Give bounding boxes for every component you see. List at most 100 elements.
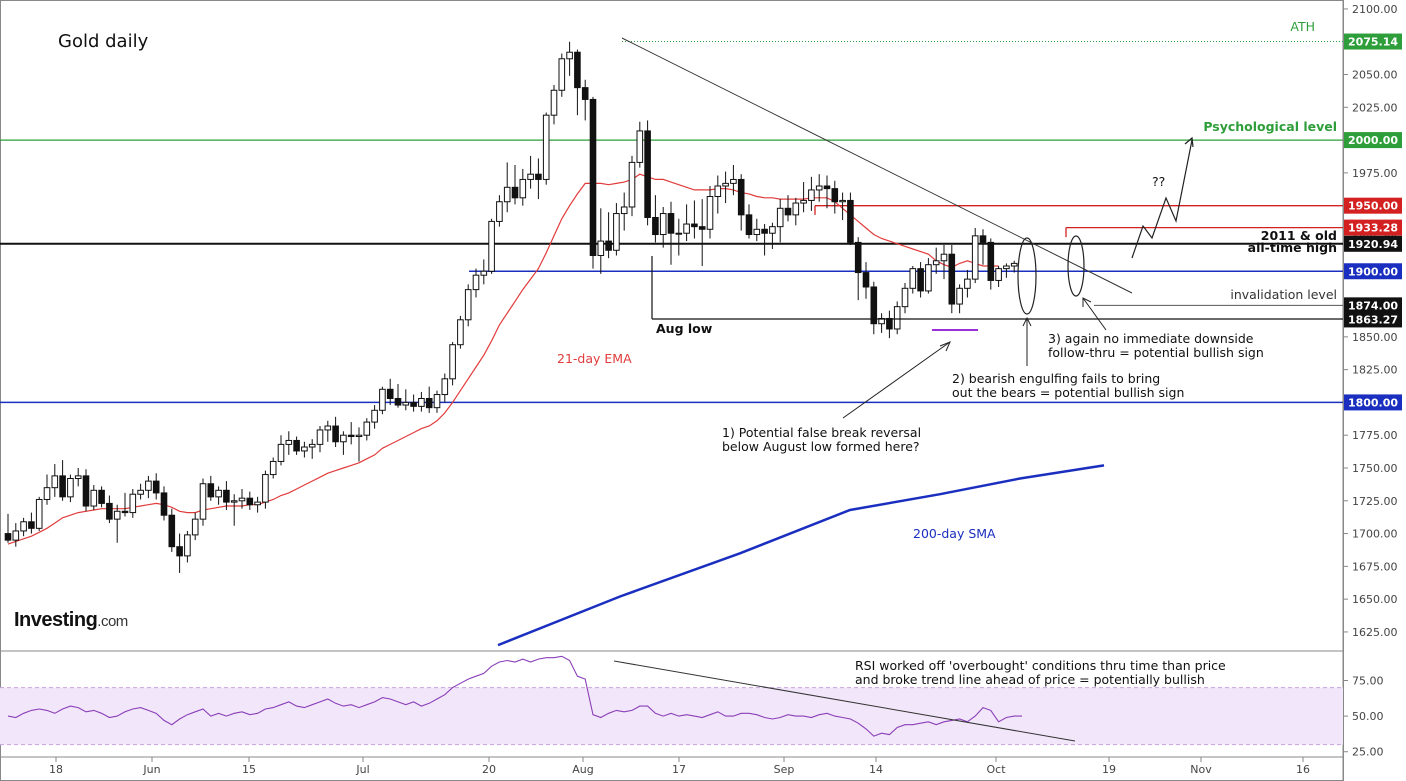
x-tick-label: Jun	[142, 763, 160, 776]
candle	[35, 496, 43, 531]
candle	[636, 121, 644, 168]
candle	[332, 416, 339, 448]
candle-body-down	[28, 521, 35, 529]
candle	[301, 441, 308, 458]
candle-body-down	[425, 397, 433, 409]
price-badge-text: 1933.28	[1348, 222, 1398, 235]
candle-body-down	[223, 489, 230, 503]
candle-body-up	[464, 289, 472, 321]
candle-body-down	[581, 87, 589, 100]
candle-body-up	[542, 114, 550, 180]
candle-body-down	[691, 223, 698, 228]
y-tick-label: 1850.00	[1352, 331, 1398, 344]
candle	[12, 523, 20, 547]
candle	[691, 200, 698, 239]
note3-line2: follow-thru = potential bullish sign	[1048, 345, 1264, 360]
candle	[113, 504, 121, 543]
candle-body-up	[730, 178, 737, 184]
candle	[293, 436, 300, 455]
candle	[347, 422, 355, 445]
candle-body-up	[628, 161, 636, 208]
candle	[386, 378, 394, 406]
candle-body-up	[995, 268, 1002, 281]
candle	[737, 174, 745, 231]
candle	[223, 481, 230, 510]
candle-body-up	[636, 130, 644, 163]
candle-body-down	[745, 214, 753, 236]
y-tick-label: 2100.00	[1352, 3, 1398, 16]
candle	[1010, 260, 1018, 273]
candle-body-up	[769, 226, 776, 234]
rsi-tick-label: 75.00	[1352, 674, 1384, 687]
candle-body-down	[979, 235, 987, 243]
candle-body-up	[940, 253, 948, 262]
candle-body-up	[1003, 265, 1010, 270]
price-badge-text: 2075.14	[1348, 36, 1398, 49]
candle-body-up	[215, 489, 222, 498]
candle	[238, 488, 246, 509]
note2-line2: out the bears = potential bullish sign	[952, 385, 1184, 400]
price-badge-bg	[1344, 394, 1402, 411]
candle-body-up	[675, 232, 683, 235]
candle-body-up	[67, 477, 74, 498]
candle	[464, 284, 472, 327]
candle-body-down	[737, 178, 745, 216]
candle	[246, 491, 254, 510]
candle	[43, 474, 51, 505]
candle-body-up	[379, 388, 386, 411]
candle	[59, 460, 66, 501]
candle-body-down	[644, 130, 651, 218]
candle	[106, 495, 113, 524]
candle-body-up	[340, 434, 347, 443]
note1-line2: below August low formed here?	[722, 439, 920, 454]
price-badge-text: 2000.00	[1348, 134, 1398, 147]
candle	[74, 467, 82, 487]
candle-body-up	[269, 460, 277, 476]
candle	[878, 313, 885, 333]
y-tick-label: 1750.00	[1352, 462, 1398, 475]
candle-body-up	[550, 89, 558, 116]
candle-body-down	[667, 213, 675, 234]
candle-body-down	[698, 226, 706, 230]
candle	[769, 222, 776, 249]
candle-body-up	[800, 199, 807, 204]
candle-body-up	[792, 202, 800, 216]
rsi-trend-line	[613, 660, 1076, 742]
price-badge-bg	[1344, 235, 1402, 252]
candle-body-up	[457, 319, 464, 346]
candle-body-up	[472, 274, 480, 291]
candle	[956, 284, 963, 314]
candle	[316, 426, 324, 453]
candle	[776, 199, 784, 243]
price-badge-bg	[1344, 297, 1402, 314]
candle-body-down	[823, 185, 831, 190]
candle	[730, 165, 737, 196]
candle	[870, 281, 878, 335]
candle	[121, 492, 129, 517]
candle-body-down	[98, 489, 105, 504]
candle-body-down	[106, 502, 113, 520]
price-badge: 1874.00	[1344, 297, 1402, 314]
candle	[675, 218, 683, 256]
candle	[644, 120, 651, 226]
price-badge-text: 1874.00	[1348, 299, 1398, 312]
y-tick-label: 1625.00	[1352, 626, 1398, 639]
rsi-band	[0, 687, 1343, 745]
price-badge-text: 1950.00	[1348, 200, 1398, 213]
candle-body-up	[402, 401, 410, 406]
candle-body-down	[121, 510, 129, 514]
price-badge-text: 1800.00	[1348, 396, 1398, 409]
candle	[987, 238, 995, 290]
candle	[425, 386, 433, 413]
candle	[847, 192, 854, 246]
candle-body-up	[488, 220, 495, 272]
candle-body-up	[815, 185, 823, 191]
investing-logo: Investing.com	[14, 609, 128, 632]
candle	[20, 517, 27, 537]
y-tick-label: 1675.00	[1352, 560, 1398, 573]
candle	[230, 494, 238, 526]
candle	[698, 199, 706, 267]
candle	[340, 431, 347, 455]
candle	[589, 96, 597, 269]
x-tick-label: 20	[482, 763, 496, 776]
